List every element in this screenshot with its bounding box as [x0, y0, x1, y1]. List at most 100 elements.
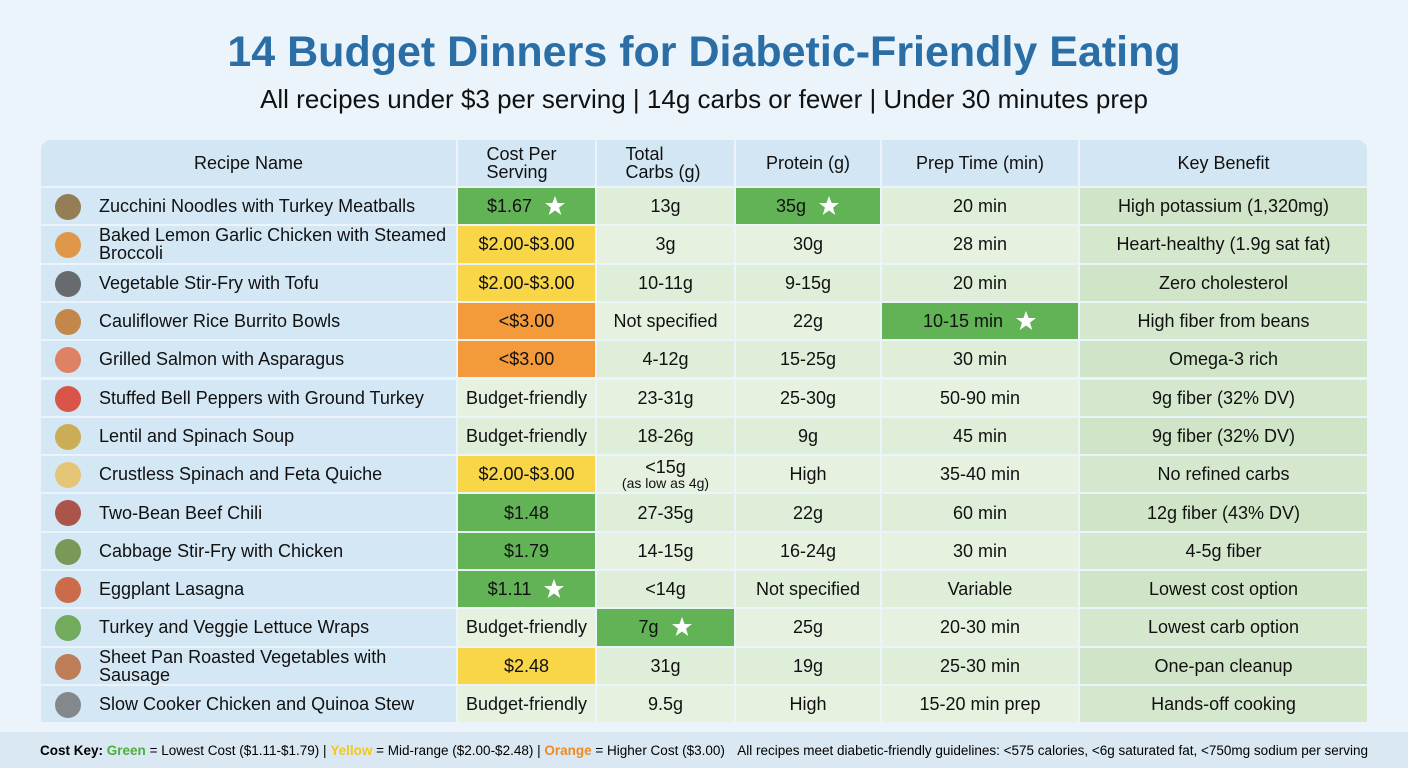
cell-text: 10-15 min [922, 311, 1004, 332]
recipe-name-cell: Vegetable Stir-Fry with Tofu [41, 264, 456, 301]
recipe-name-cell: Crustless Spinach and Feta Quiche [41, 456, 456, 493]
table-cell: $2.00-$3.00 [458, 226, 595, 263]
table-cell: Not specified [597, 302, 734, 340]
cell-text-wrap: $2.00-$3.00 [478, 465, 574, 483]
column-header-text: Key Benefit [1177, 153, 1270, 173]
subtitle: All recipes under $3 per serving | 14g c… [260, 84, 1148, 114]
table-cell: $1.79 [458, 532, 595, 569]
table-cell: 16-24g [736, 532, 880, 569]
table-cell: $1.11 [458, 571, 595, 608]
cell-text: 3g [655, 234, 676, 255]
recipe-name-cell: Stuffed Bell Peppers with Ground Turkey [41, 379, 456, 416]
cell-text: 60 min [952, 502, 1008, 523]
cell-text: <15g [645, 457, 686, 478]
food-icon [55, 691, 81, 718]
cell-text: 13g [650, 196, 681, 217]
table-cell: 60 min [882, 494, 1078, 531]
table-cell: 20 min [882, 264, 1078, 301]
cell-text: Variable [947, 579, 1013, 600]
table-cell: Heart-healthy (1.9g sat fat) [1080, 226, 1367, 263]
table-cell: 9g fiber (32% DV) [1080, 379, 1367, 416]
table-cell: 15-25g [736, 341, 880, 378]
food-icon [55, 347, 81, 374]
cell-text: $2.00-$3.00 [478, 464, 575, 485]
food-icon [55, 308, 81, 335]
column-header-text: Prep Time (min) [915, 153, 1045, 173]
table-cell: 18-26g [597, 417, 734, 455]
recipe-name-cell: Turkey and Veggie Lettuce Wraps [41, 609, 456, 646]
cell-text: 4-12g [642, 349, 689, 370]
table-cell: Budget-friendly [458, 685, 595, 723]
cell-text: 14-15g [637, 540, 694, 561]
footer: Cost Key: Green = Lowest Cost ($1.11-$1.… [0, 732, 1408, 768]
cell-text-wrap: $1.79 [504, 542, 549, 560]
cell-text-wrap: 7g [638, 618, 658, 636]
table-cell: 7g [597, 609, 734, 646]
column-header: Total Carbs (g) [597, 140, 734, 186]
table-cell: Budget-friendly [458, 379, 595, 416]
cell-text: 50-90 min [939, 387, 1021, 408]
table-cell: <15g (as low as 4g) [597, 456, 734, 493]
cell-text: One-pan cleanup [1154, 655, 1293, 676]
cell-text: 15-20 min prep [919, 694, 1041, 715]
cell-text: Grilled Salmon with Asparagus [99, 349, 345, 370]
table-cell: One-pan cleanup [1080, 647, 1367, 684]
table-cell: 10-11g [597, 264, 734, 301]
table-cell: 9.5g [597, 685, 734, 723]
cost-key: Cost Key: Green = Lowest Cost ($1.11-$1.… [40, 743, 725, 758]
column-header: Prep Time (min) [882, 140, 1078, 186]
table-cell: 30 min [882, 532, 1078, 569]
cell-text-wrap: 35g [776, 197, 806, 215]
cost-key-part: = Higher Cost ($3.00) [595, 743, 725, 758]
cell-text: 9g fiber (32% DV) [1151, 425, 1296, 446]
cell-text: 25g [792, 617, 824, 638]
cell-text: 35g [775, 196, 807, 217]
recipe-name-cell: Cauliflower Rice Burrito Bowls [41, 302, 456, 340]
cost-key-part: Yellow [330, 743, 373, 758]
cell-text: 30 min [952, 349, 1008, 370]
footer-note: All recipes meet diabetic-friendly guide… [737, 743, 1368, 758]
cell-text: Not specified [613, 311, 718, 332]
table-cell: 45 min [882, 417, 1078, 455]
table-cell: Variable [882, 571, 1078, 608]
cell-text: 18-26g [637, 425, 694, 446]
cell-text: Lowest cost option [1148, 579, 1299, 600]
title: 14 Budget Dinners for Diabetic-Friendly … [227, 28, 1181, 76]
table-cell: Not specified [736, 571, 880, 608]
cell-text: Cabbage Stir-Fry with Chicken [99, 540, 344, 561]
table-cell: 23-31g [597, 379, 734, 416]
cell-text: 45 min [952, 425, 1008, 446]
cell-text: 30g [792, 234, 824, 255]
table-cell: 3g [597, 226, 734, 263]
cell-text: 9g fiber (32% DV) [1151, 387, 1296, 408]
table-cell: Budget-friendly [458, 417, 595, 455]
star-icon [544, 579, 565, 599]
cell-text: High potassium (1,320mg) [1117, 196, 1330, 217]
table-cell: 27-35g [597, 494, 734, 531]
cell-text: 27-35g [637, 502, 694, 523]
table-cell: Budget-friendly [458, 609, 595, 646]
table-cell: 50-90 min [882, 379, 1078, 416]
cell-text-wrap: 10-15 min [923, 312, 1003, 330]
table-cell: 15-20 min prep [882, 685, 1078, 723]
column-header-text: Cost Per Serving [486, 144, 557, 182]
cell-text-wrap: $2.48 [504, 657, 549, 675]
table-cell: No refined carbs [1080, 456, 1367, 493]
table-cell: 12g fiber (43% DV) [1080, 494, 1367, 531]
cell-text: 22g [792, 311, 824, 332]
cell-text: Not specified [755, 579, 861, 600]
table-cell: 20-30 min [882, 609, 1078, 646]
column-header: Recipe Name [41, 140, 456, 186]
cell-text: 4-5g fiber [1185, 540, 1262, 561]
column-header: Key Benefit [1080, 140, 1367, 186]
table-cell: Lowest cost option [1080, 571, 1367, 608]
cell-text: No refined carbs [1157, 464, 1290, 485]
cell-text: Turkey and Veggie Lettuce Wraps [99, 617, 370, 638]
cell-text: Heart-healthy (1.9g sat fat) [1116, 234, 1331, 255]
cell-text: $2.48 [503, 655, 550, 676]
food-icon [55, 462, 81, 489]
food-icon [55, 423, 81, 450]
cell-text: High fiber from beans [1137, 311, 1310, 332]
table-cell: $2.00-$3.00 [458, 264, 595, 301]
